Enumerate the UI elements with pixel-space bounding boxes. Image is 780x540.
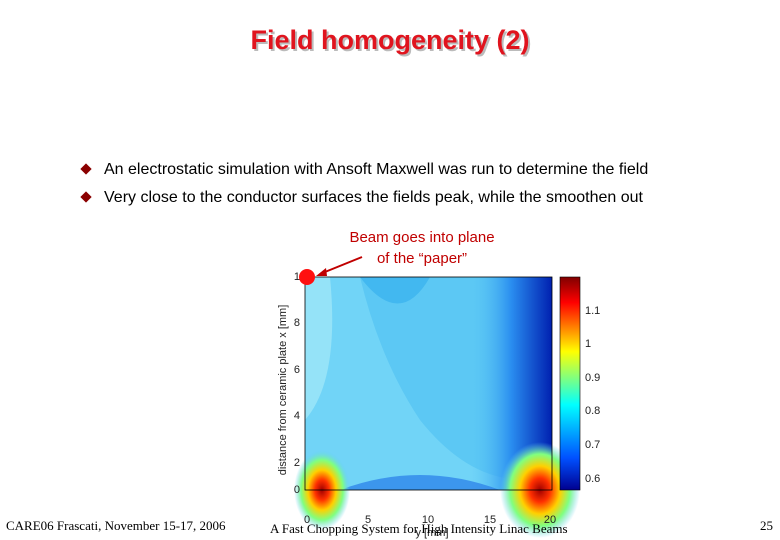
title-shadow: Field homogeneity (2) — [252, 27, 531, 57]
contour-plot — [294, 276, 580, 538]
colorbar-tick-label: 0.6 — [585, 473, 600, 485]
y-axis-label: distance from ceramic plate x [mm] — [277, 305, 289, 476]
x-tick-label: 0 — [304, 514, 310, 526]
annotation: of the “paper” — [377, 250, 467, 267]
footer-center: A Fast Chopping System for High Intensit… — [270, 521, 568, 536]
x-axis-label: y [mm] — [416, 527, 449, 539]
x-tick-label: 15 — [484, 514, 496, 526]
arrow-head — [316, 268, 327, 276]
colorbar-tick-label: 0.8 — [585, 405, 600, 417]
colorbar-tick-label: 0.7 — [585, 439, 600, 451]
bullet-icon — [80, 163, 92, 175]
slide-title: Field homogeneity (2) — [250, 25, 529, 55]
bullet-text: Very close to the conductor surfaces the… — [104, 189, 644, 206]
x-tick-label: 20 — [544, 514, 556, 526]
colorbar-tick-label: 1.1 — [585, 305, 600, 317]
y-tick-label: 8 — [294, 317, 300, 329]
x-tick-label: 10 — [422, 514, 434, 526]
x-tick-label: 5 — [365, 514, 371, 526]
annotation-arrow — [319, 256, 363, 275]
annotation: Beam goes into plane — [349, 229, 494, 246]
footer-left: CARE06 Frascati, November 15-17, 2006 — [6, 518, 226, 533]
beam-marker — [299, 269, 315, 285]
y-tick-label: 0 — [294, 484, 300, 496]
bullet-text: An electrostatic simulation with Ansoft … — [104, 161, 648, 178]
colorbar — [559, 276, 581, 491]
bullet-icon — [80, 191, 92, 203]
page-number: 25 — [760, 518, 773, 533]
y-tick-label: 1 — [294, 271, 300, 283]
y-tick-label: 4 — [294, 410, 300, 422]
colorbar-tick-label: 1 — [585, 338, 591, 350]
y-tick-label: 2 — [294, 457, 300, 469]
y-tick-label: 6 — [294, 364, 300, 376]
colorbar-tick-label: 0.9 — [585, 372, 600, 384]
